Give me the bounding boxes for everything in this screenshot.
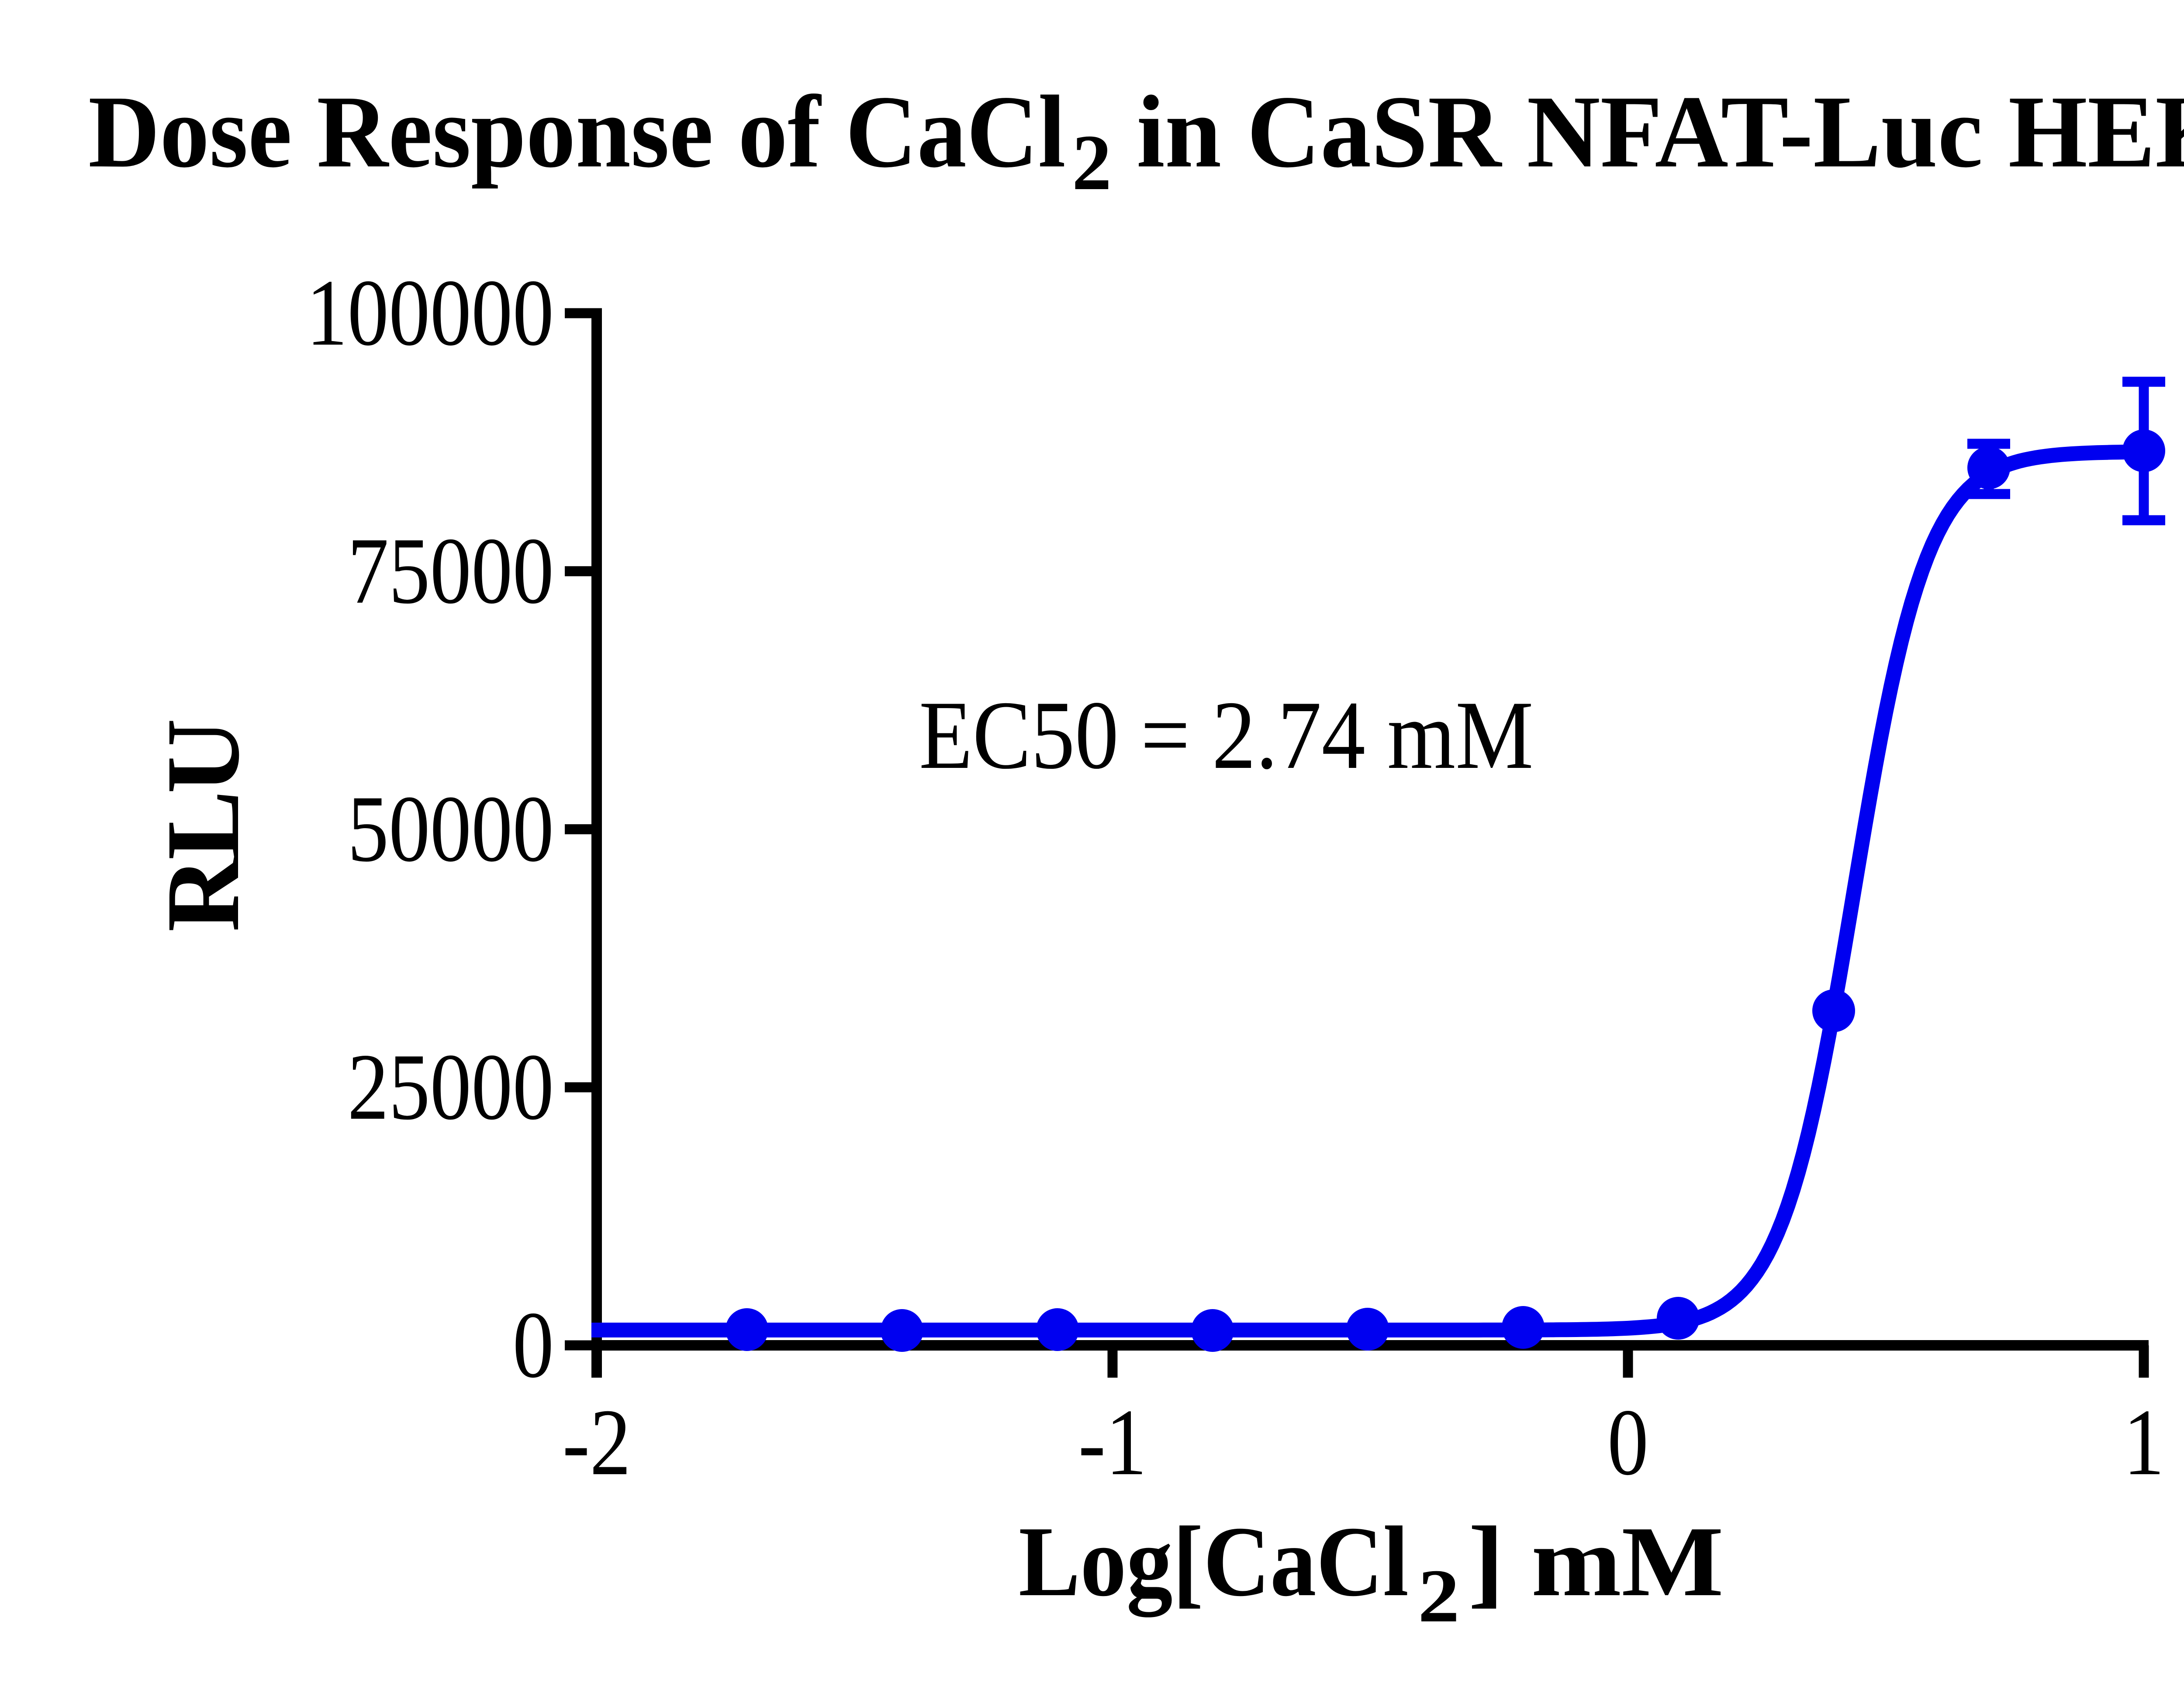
svg-text:Dose Response of CaCl: Dose Response of CaCl (88, 75, 1066, 190)
svg-text:1: 1 (2123, 1389, 2164, 1495)
svg-text:-2: -2 (563, 1389, 631, 1495)
svg-text:100000: 100000 (306, 260, 554, 366)
svg-text:50000: 50000 (348, 776, 554, 881)
svg-text:0: 0 (1607, 1389, 1648, 1495)
svg-text:75000: 75000 (348, 518, 554, 623)
svg-text:EC50 = 2.74 mM: EC50 = 2.74 mM (919, 681, 1534, 790)
svg-text:0: 0 (513, 1292, 554, 1398)
svg-text:RLU: RLU (145, 721, 261, 932)
svg-text:Log[CaCl: Log[CaCl (1019, 1506, 1409, 1617)
svg-text:2: 2 (1072, 119, 1112, 207)
svg-text:-1: -1 (1078, 1389, 1147, 1495)
svg-text:] mM: ] mM (1468, 1506, 1724, 1617)
svg-text:25000: 25000 (348, 1034, 554, 1140)
svg-text:2: 2 (1418, 1554, 1460, 1638)
svg-text:in CaSR NFAT-Luc HEK293: in CaSR NFAT-Luc HEK293 (1137, 74, 2184, 189)
